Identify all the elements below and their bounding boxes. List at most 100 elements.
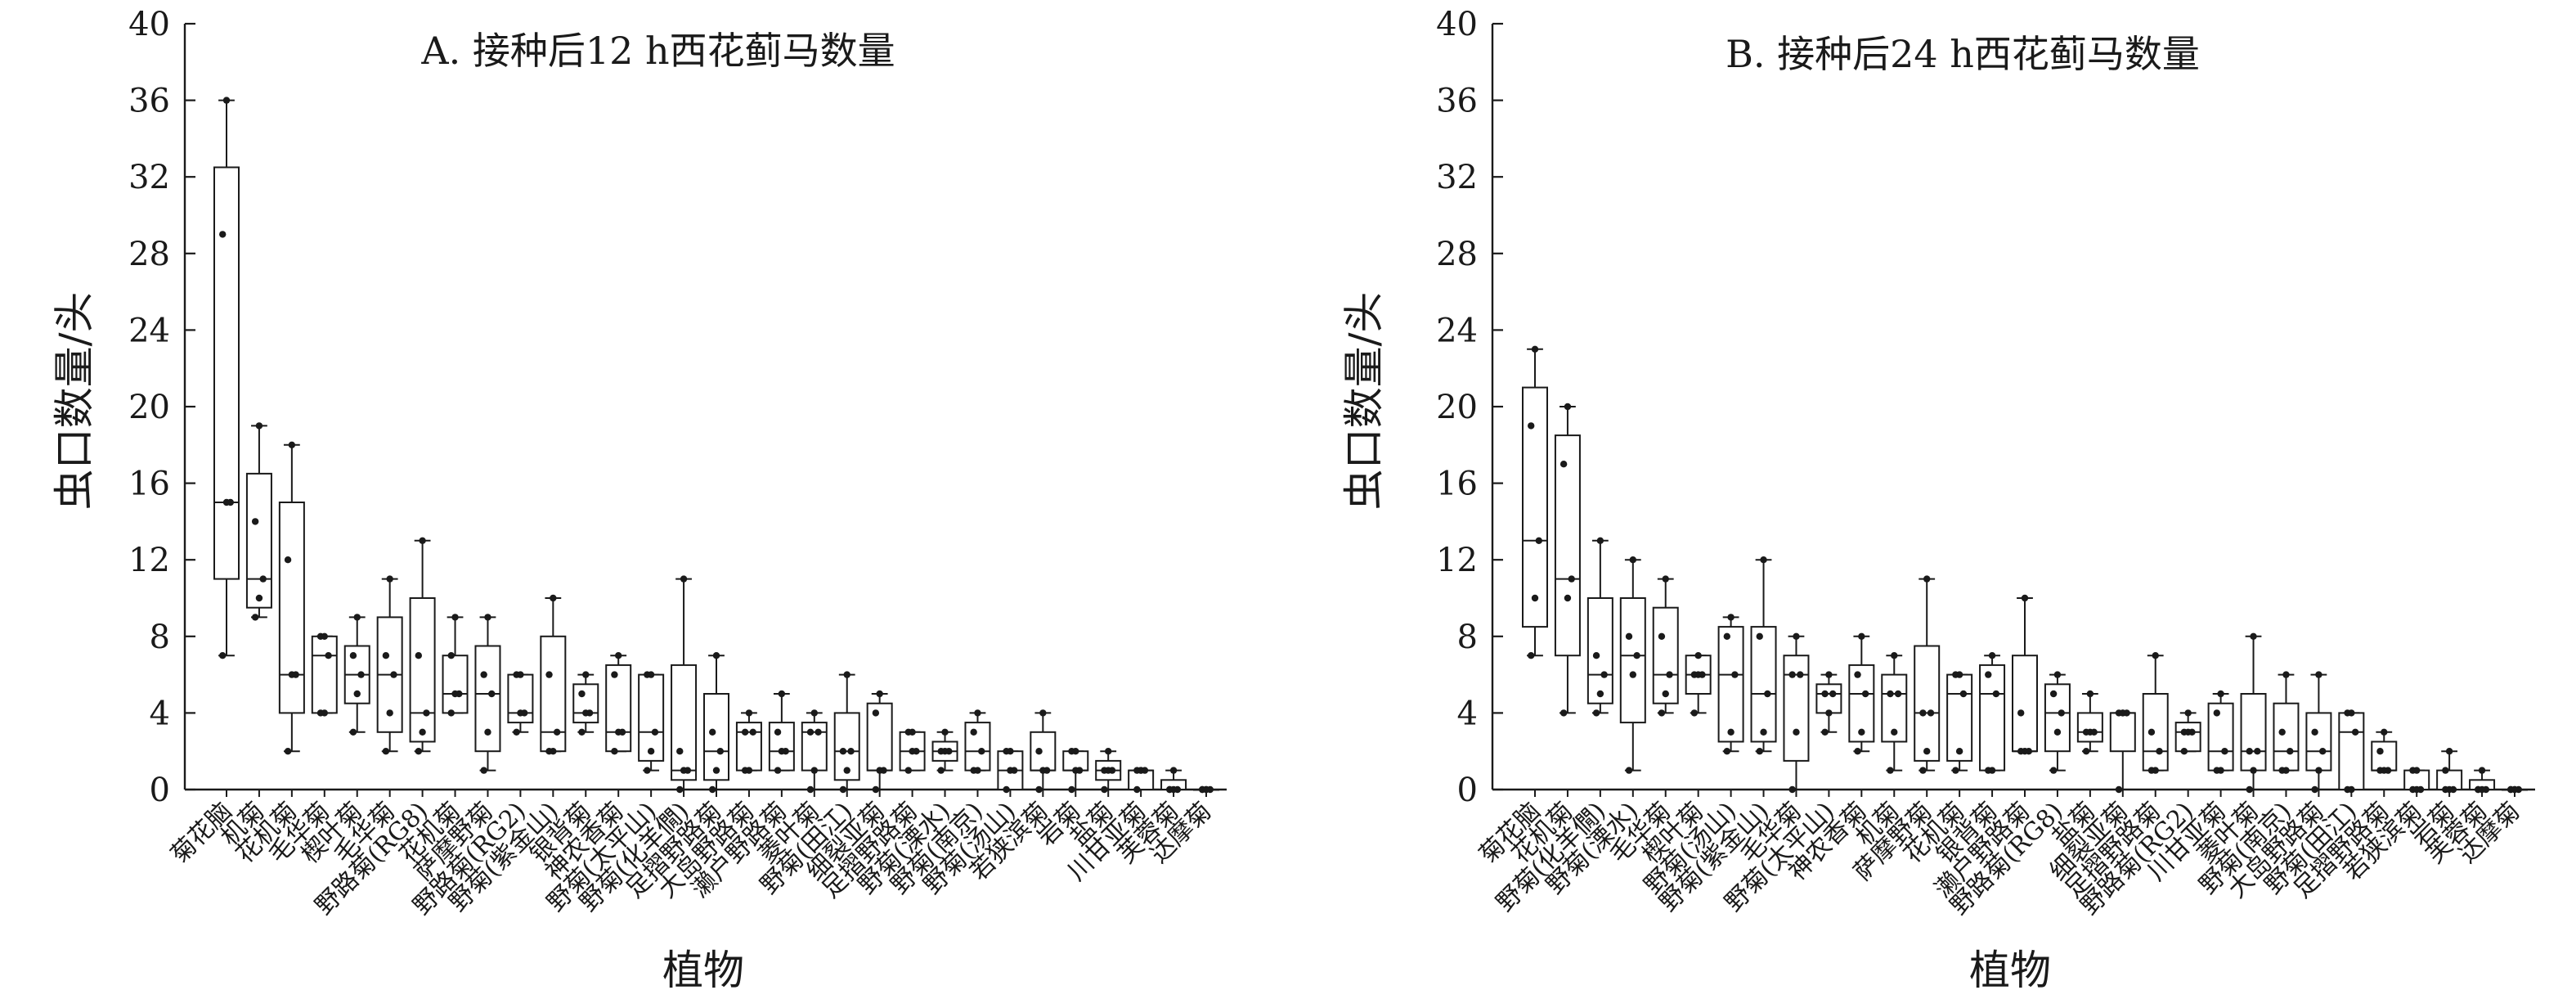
data-point [2180, 728, 2188, 736]
data-point [284, 556, 292, 564]
iqr-box [1619, 597, 1646, 724]
data-point [2082, 748, 2090, 755]
data-point [321, 632, 328, 640]
data-point [2311, 785, 2318, 794]
data-point [745, 767, 753, 774]
data-point [2156, 748, 2163, 755]
data-point [774, 767, 782, 774]
data-point [222, 97, 231, 104]
data-point [680, 575, 688, 583]
y-tick-label: 0 [1457, 772, 1478, 809]
y-tick-label: 20 [1436, 389, 1478, 426]
data-point [1101, 767, 1108, 774]
data-point [1952, 767, 1959, 774]
y-tick-label: 24 [128, 312, 170, 349]
data-point [2381, 728, 2388, 736]
data-point [251, 518, 259, 525]
iqr-box [1652, 606, 1679, 704]
data-point [1959, 690, 1968, 698]
data-point [2413, 767, 2421, 774]
data-point [1756, 748, 1763, 755]
data-point [2278, 728, 2286, 736]
data-point [1764, 690, 1771, 698]
data-point [712, 652, 720, 659]
data-point [284, 748, 292, 755]
iqr-box [605, 664, 632, 753]
data-point [325, 652, 332, 659]
data-point [1861, 690, 1869, 698]
data-point [1072, 748, 1079, 755]
data-point [2053, 671, 2062, 678]
y-tick-label: 4 [1457, 695, 1478, 732]
data-point [974, 709, 981, 717]
data-point [676, 785, 684, 794]
data-point [419, 728, 426, 736]
data-point [423, 709, 430, 717]
data-point [937, 767, 945, 774]
x-axis-title: 植物 [1969, 947, 2051, 994]
y-tick-label: 40 [128, 6, 170, 43]
iqr-box [2338, 712, 2365, 791]
data-point [2442, 767, 2449, 774]
iqr-box [2076, 712, 2103, 743]
data-point [651, 728, 659, 736]
data-point [774, 728, 782, 736]
data-point [913, 748, 920, 755]
data-point [349, 728, 357, 736]
y-tick-label: 40 [1436, 6, 1478, 43]
data-point [2348, 785, 2355, 794]
iqr-box [1783, 655, 1810, 762]
data-point [550, 748, 557, 755]
data-point [970, 728, 977, 736]
data-point [2147, 728, 2156, 736]
data-point [1592, 652, 1600, 659]
iqr-box [278, 502, 305, 714]
data-point [386, 709, 393, 717]
data-point [219, 231, 227, 238]
iqr-box [1586, 597, 1613, 704]
data-point [1887, 767, 1894, 774]
data-point [1985, 671, 1992, 678]
data-point [2287, 748, 2294, 755]
data-point [2351, 728, 2359, 736]
data-point [1007, 748, 1014, 755]
data-point [2221, 748, 2228, 755]
data-point [2217, 690, 2224, 698]
data-point [1955, 748, 1963, 755]
data-point [1003, 785, 1010, 794]
data-point [2417, 785, 2425, 794]
iqr-box [311, 635, 338, 714]
data-point [745, 709, 753, 717]
y-tick-label: 28 [1436, 236, 1478, 273]
data-point [456, 690, 463, 698]
data-point [676, 748, 684, 755]
data-point [1633, 652, 1640, 659]
data-point [1731, 671, 1739, 678]
data-point [1788, 785, 1796, 794]
y-tick-label: 16 [1436, 466, 1478, 503]
data-point [941, 728, 949, 736]
iqr-box [2012, 655, 2038, 753]
data-point [839, 748, 847, 755]
y-tick-label: 8 [150, 619, 170, 656]
data-point [1723, 632, 1730, 640]
data-point [872, 709, 880, 717]
data-point [390, 671, 397, 678]
data-point [1797, 671, 1804, 678]
data-point [488, 690, 496, 698]
iqr-box [245, 472, 272, 609]
data-point [550, 594, 557, 602]
iqr-box [1717, 626, 1744, 743]
data-point [843, 767, 850, 774]
data-point [2250, 632, 2257, 640]
data-point [382, 748, 390, 755]
data-point [2315, 671, 2322, 678]
data-point [1854, 671, 1861, 678]
data-point [1133, 785, 1141, 794]
data-point [251, 614, 259, 621]
data-point [1039, 709, 1047, 717]
data-point [1793, 728, 1800, 736]
data-point [382, 652, 390, 659]
data-point [1988, 652, 1996, 659]
